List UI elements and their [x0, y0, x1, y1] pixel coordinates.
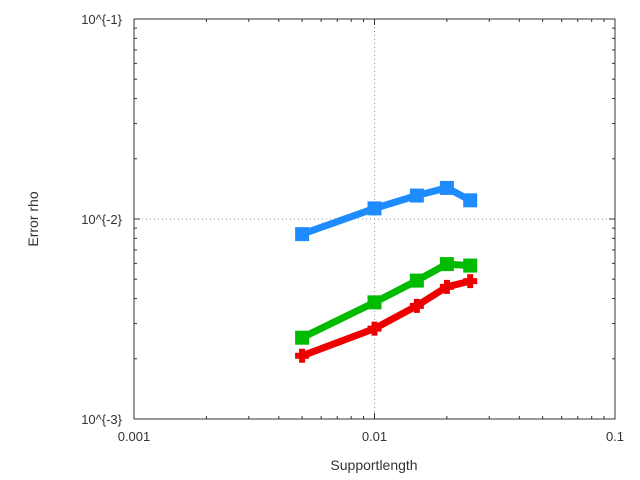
axis-ticks: 0.001 0.01 0.1 10^{-3} 10^{-2} 10^{-1}	[81, 12, 624, 444]
data-point	[295, 348, 310, 363]
data-point	[439, 279, 454, 294]
data-point	[295, 227, 310, 242]
y-tick-label: 10^{-1}	[81, 12, 122, 27]
series-0	[295, 180, 478, 242]
data-point	[463, 193, 478, 208]
x-tick-label: 0.01	[362, 429, 387, 444]
x-axis-label: Supportlength	[330, 457, 417, 473]
x-tick-label: 0.001	[118, 429, 151, 444]
data-point	[463, 274, 478, 289]
data-point	[463, 258, 478, 273]
series-1	[295, 257, 478, 345]
y-tick-label: 10^{-2}	[81, 212, 122, 227]
data-point	[409, 188, 424, 203]
series-layer	[295, 180, 478, 363]
data-point	[367, 295, 382, 310]
data-point	[409, 298, 424, 313]
y-axis-label: Error rho	[25, 191, 41, 246]
x-tick-label: 0.1	[606, 429, 624, 444]
grid	[134, 19, 615, 419]
data-point	[367, 201, 382, 216]
series-line	[298, 260, 474, 342]
data-point	[439, 257, 454, 272]
data-point	[367, 321, 382, 336]
y-tick-label: 10^{-3}	[81, 412, 122, 427]
data-point	[439, 180, 454, 195]
data-point	[409, 273, 424, 288]
series-2	[295, 274, 478, 363]
data-point	[295, 330, 310, 345]
